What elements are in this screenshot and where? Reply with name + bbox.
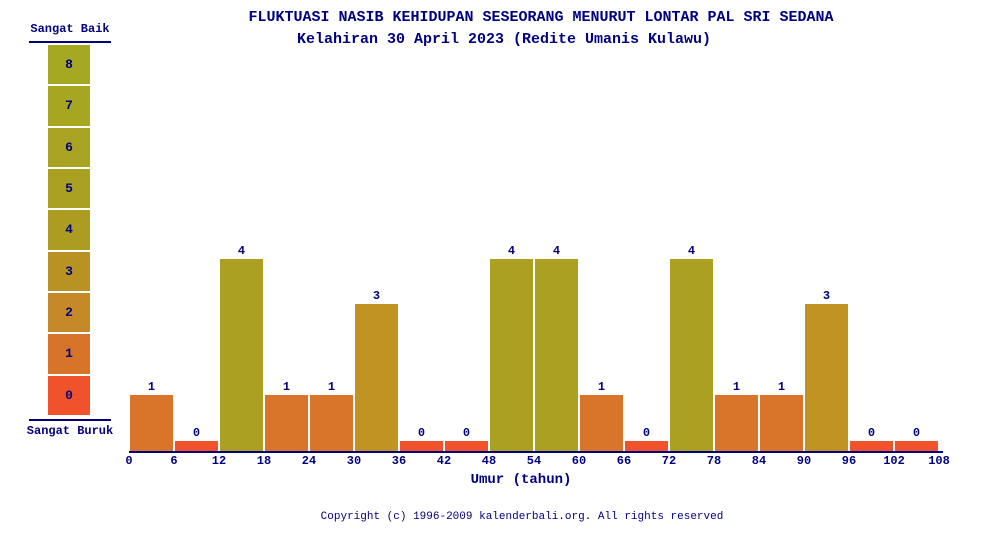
x-tick-label-36: 36 [391, 454, 407, 468]
bar-age-30-36 [355, 304, 398, 451]
bar-age-12-18 [220, 259, 263, 451]
x-tick-label-24: 24 [301, 454, 317, 468]
legend-label-sangat-buruk: Sangat Buruk [26, 424, 114, 438]
x-tick-label-54: 54 [526, 454, 542, 468]
bar-value-label-48-54: 4 [507, 244, 516, 258]
x-axis-line [129, 451, 943, 453]
bar-value-label-60-66: 1 [597, 380, 606, 394]
legend-top-rule [29, 41, 111, 43]
x-tick-label-60: 60 [571, 454, 587, 468]
bar-value-label-54-60: 4 [552, 244, 561, 258]
x-tick-label-6: 6 [170, 454, 178, 468]
bar-value-label-18-24: 1 [282, 380, 291, 394]
x-tick-label-30: 30 [346, 454, 362, 468]
bar-value-label-42-48: 0 [462, 426, 471, 440]
x-tick-label-96: 96 [841, 454, 857, 468]
bar-age-66-72 [625, 441, 668, 451]
legend-cell-8: 8 [48, 45, 90, 85]
x-tick-labels: 0 6 12 18 24 30 36 42 48 54 60 66 72 78 84 90 96 102 108 [125, 454, 949, 471]
bar-value-label-78-84: 1 [732, 380, 741, 394]
bar-value-label-66-72: 0 [642, 426, 651, 440]
legend-cell-5: 5 [48, 168, 90, 209]
x-tick-label-78: 78 [706, 454, 722, 468]
x-tick-label-12: 12 [211, 454, 227, 468]
bar-value-label-90-96: 3 [822, 289, 831, 303]
bar-age-24-30 [310, 395, 353, 451]
x-tick-label-102: 102 [883, 454, 905, 468]
bar-value-label-102-108: 0 [912, 426, 921, 440]
x-tick-label-72: 72 [661, 454, 677, 468]
legend-cell-3: 3 [48, 251, 90, 291]
bar-value-label-30-36: 3 [372, 289, 381, 303]
bar-age-6-12 [175, 441, 218, 451]
x-tick-label-84: 84 [751, 454, 767, 468]
plot-area: 1 0 4 1 1 3 0 0 4 4 1 0 4 1 1 3 0 0 [129, 244, 943, 453]
legend-bottom-rule [29, 419, 111, 421]
bar-age-60-66 [580, 395, 623, 451]
x-tick-label-18: 18 [256, 454, 272, 468]
bar-age-72-78 [670, 259, 713, 451]
bar-value-label-96-102: 0 [867, 426, 876, 440]
bar-value-label-72-78: 4 [687, 244, 696, 258]
bar-age-18-24 [265, 395, 308, 451]
bar-value-label-36-42: 0 [417, 426, 426, 440]
chart-title-line1: FLUKTUASI NASIB KEHIDUPAN SESEORANG MENU… [248, 9, 834, 26]
bar-age-48-54 [490, 259, 533, 451]
bar-value-label-24-30: 1 [327, 380, 336, 394]
x-tick-label-42: 42 [436, 454, 452, 468]
bar-value-label-12-18: 4 [237, 244, 246, 258]
x-tick-label-0: 0 [125, 454, 133, 468]
x-tick-label-48: 48 [481, 454, 497, 468]
bar-age-84-90 [760, 395, 803, 451]
bar-age-90-96 [805, 304, 848, 451]
bar-age-78-84 [715, 395, 758, 451]
legend-cell-4: 4 [48, 210, 90, 250]
legend-cell-2: 2 [48, 292, 90, 333]
bar-age-96-102 [850, 441, 893, 451]
chart-title-line2: Kelahiran 30 April 2023 (Redite Umanis K… [296, 31, 712, 48]
bar-age-36-42 [400, 441, 443, 451]
bar-value-label-0-6: 1 [147, 380, 156, 394]
bar-age-102-108 [895, 441, 938, 451]
legend-cell-1: 1 [48, 334, 90, 374]
x-tick-label-108: 108 [928, 454, 950, 468]
bar-age-0-6 [130, 395, 173, 451]
x-tick-label-90: 90 [796, 454, 812, 468]
legend-label-sangat-baik: Sangat Baik [30, 22, 110, 36]
x-tick-label-66: 66 [616, 454, 632, 468]
bar-age-42-48 [445, 441, 488, 451]
legend-cell-6: 6 [48, 127, 90, 167]
copyright-text: Copyright (c) 1996-2009 kalenderbali.org… [320, 511, 724, 523]
bar-value-label-6-12: 0 [192, 426, 201, 440]
x-axis-label: Umur (tahun) [470, 472, 572, 488]
legend-cell-7: 7 [48, 86, 90, 126]
bar-age-54-60 [535, 259, 578, 451]
bar-value-label-84-90: 1 [777, 380, 786, 394]
legend-cell-0: 0 [48, 375, 90, 415]
